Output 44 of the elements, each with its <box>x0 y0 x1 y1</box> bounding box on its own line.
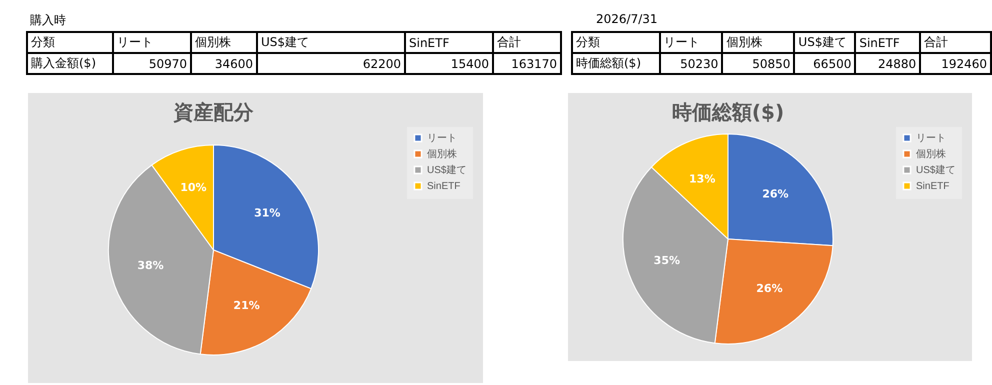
text: 分類 <box>572 32 660 53</box>
category-label: US$建て <box>261 35 310 49</box>
legend-label: US$建て <box>427 164 466 176</box>
chart-title: 時価総額($) <box>672 100 784 124</box>
text: 50970 <box>113 53 191 74</box>
text: 50230 <box>660 53 722 74</box>
category-label: SinETF <box>859 36 900 50</box>
text: 62200 <box>257 53 405 74</box>
legend-label: 個別株 <box>427 148 457 160</box>
text: 192460 <box>920 53 991 74</box>
text: 時価総額($) <box>572 53 660 74</box>
text: 66500 <box>794 53 856 74</box>
text: 購入金額($) <box>27 53 113 74</box>
text: 合計 <box>493 32 561 53</box>
legend-label: リート <box>427 133 457 144</box>
data-label: 38% <box>137 259 164 272</box>
data-label: 26% <box>756 282 783 296</box>
text: 24880 <box>855 53 920 74</box>
legend-label: リート <box>916 133 946 144</box>
legend-label: SinETF <box>916 181 950 192</box>
category-label: 個別株 <box>726 35 762 49</box>
legend-label: US$建て <box>916 164 956 176</box>
chart-title: 資産配分 <box>172 100 254 124</box>
text: 34600 <box>191 53 257 74</box>
text: 2026/7/31 <box>596 12 658 26</box>
text: 15400 <box>405 53 493 74</box>
legend-label: 個別株 <box>916 148 946 160</box>
category-label: 個別株 <box>195 35 231 49</box>
data-label: 35% <box>654 254 680 268</box>
category-label: リート <box>664 35 700 49</box>
category-label: US$建て <box>798 35 846 49</box>
text: 50850 <box>722 53 794 74</box>
text: 購入時 <box>30 12 66 29</box>
legend-label: SinETF <box>427 181 460 192</box>
category-label: リート <box>117 35 153 49</box>
text: 合計 <box>920 32 991 53</box>
data-label: 10% <box>180 181 207 194</box>
category-label: SinETF <box>409 36 450 50</box>
text: 163170 <box>493 53 561 74</box>
text: 分類 <box>27 32 113 53</box>
data-label: 21% <box>233 298 260 312</box>
data-label: 13% <box>689 172 716 186</box>
data-label: 31% <box>254 206 280 220</box>
data-label: 26% <box>762 188 789 201</box>
